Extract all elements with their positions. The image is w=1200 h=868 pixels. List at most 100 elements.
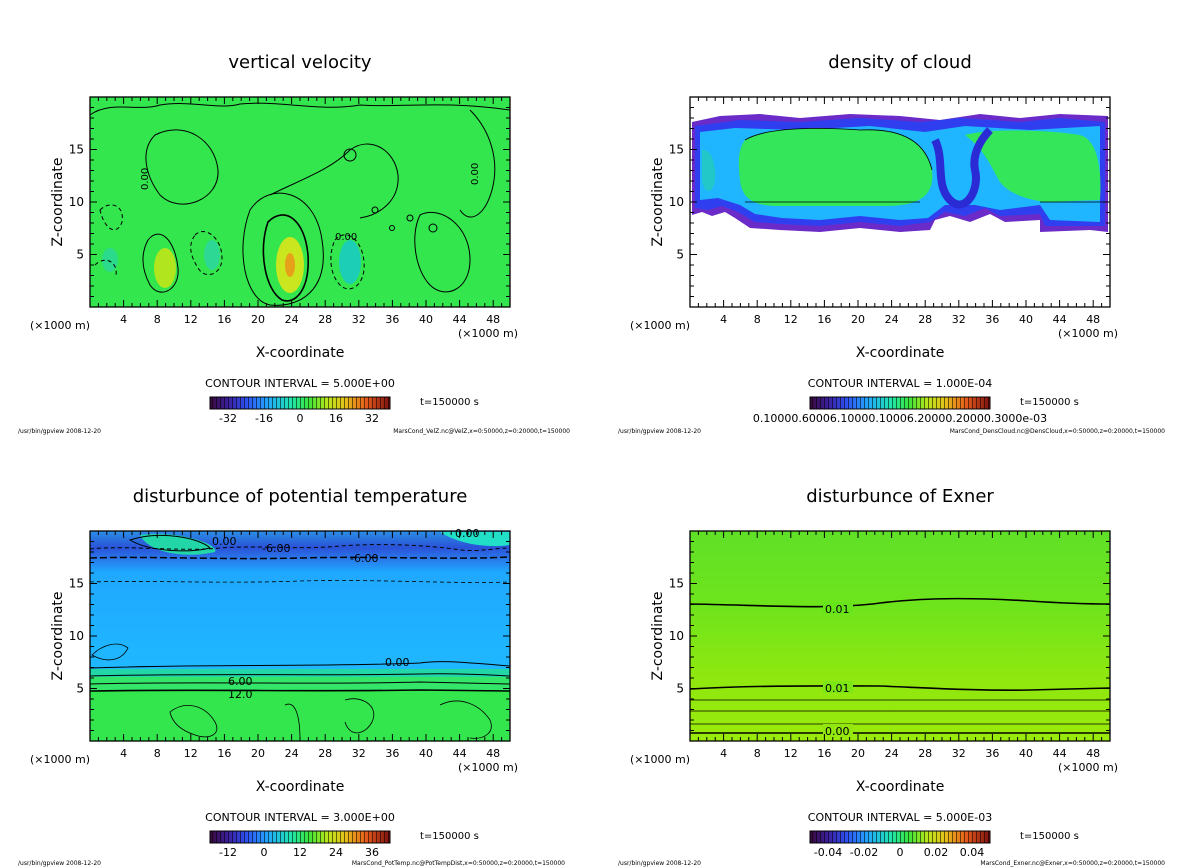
contour-line <box>89 689 511 692</box>
x-tick-label: 36 <box>385 313 399 326</box>
x-tick-label: 20 <box>251 313 265 326</box>
x-tick-label: 48 <box>486 747 500 760</box>
cloud-stream <box>931 127 993 209</box>
y-tick-label: 10 <box>69 629 84 643</box>
contour-line <box>89 556 511 560</box>
x-unit-label-left: (×1000 m) <box>630 319 690 332</box>
contour-line <box>330 234 365 290</box>
panel-exner: disturbunce of Exner 0.01 0.01 0.00 <box>689 486 1111 741</box>
contour-label: 0.00 <box>470 163 481 185</box>
y-tick-label: 5 <box>76 682 84 696</box>
y-tick-label: 15 <box>69 577 84 591</box>
colorbar-tick-label: 32 <box>365 412 379 425</box>
x-tick-label: 8 <box>754 747 761 760</box>
y-tick-label: 5 <box>76 248 84 262</box>
colorbar-tick-label: 36 <box>365 846 379 859</box>
y-tick-label: 10 <box>669 629 684 643</box>
x-tick-label: 40 <box>419 313 433 326</box>
contour-line <box>89 673 511 677</box>
heatmap-features: 0.00 0.00 -6.00 -6.00 0.00 6.00 12.0 <box>89 527 511 741</box>
colorbar-tick-label: 16 <box>329 412 343 425</box>
x-tick-label: 8 <box>154 313 161 326</box>
x-tick-label: 44 <box>1053 313 1067 326</box>
x-tick-label: 16 <box>817 747 831 760</box>
contour-interval: CONTOUR INTERVAL = 1.000E-04 <box>808 377 992 390</box>
x-tick-label: 32 <box>352 313 366 326</box>
footer-left: /usr/bin/gpview 2008-12-20 <box>618 860 701 867</box>
heatmap-features: 0.01 0.01 0.00 <box>689 597 1111 738</box>
y-tick-label: 10 <box>69 195 84 209</box>
contour-line <box>145 129 219 205</box>
x-tick-label: 28 <box>918 747 932 760</box>
contour-line <box>269 143 399 219</box>
x-tick-label: 24 <box>885 313 899 326</box>
footer-left: /usr/bin/gpview 2008-12-20 <box>618 428 701 435</box>
contour-blob <box>389 225 395 231</box>
colorbar-tick-label: 0 <box>297 412 304 425</box>
contour-blob <box>428 223 438 233</box>
colorbar-stripes <box>210 397 390 409</box>
x-tick-label: 12 <box>184 747 198 760</box>
x-tick-label: 20 <box>851 747 865 760</box>
colorbar-tick-label: -0.04 <box>814 846 842 859</box>
footer-right: MarsCond_DensCloud.nc@DensCloud,x=0:5000… <box>950 428 1165 435</box>
colorbar-stripes <box>810 397 990 409</box>
x-tick-label: 48 <box>1086 747 1100 760</box>
y-tick-label: 15 <box>669 577 684 591</box>
contour-line <box>89 681 511 685</box>
y-axis-label: Z-coordinate <box>650 157 666 246</box>
footer-left: /usr/bin/gpview 2008-12-20 <box>18 428 101 435</box>
plot-area <box>690 97 1110 307</box>
contour-label: 12.0 <box>228 688 253 701</box>
contour-blob <box>371 206 379 214</box>
x-tick-label: 48 <box>1086 313 1100 326</box>
panel-title: disturbunce of potential temperature <box>133 486 468 507</box>
x-tick-label: 24 <box>885 747 899 760</box>
contour-line <box>242 192 324 306</box>
cloud-body <box>702 149 716 192</box>
panel-title: disturbunce of Exner <box>806 486 994 507</box>
contour-label: 0.00 <box>385 656 410 669</box>
time-label: t=150000 s <box>1020 397 1079 408</box>
x-tick-label: 16 <box>817 313 831 326</box>
contour-line <box>744 127 933 171</box>
x-tick-label: 8 <box>754 313 761 326</box>
contour-label: 0.00 <box>140 168 151 190</box>
cloud-body <box>965 130 1101 202</box>
contour-label: 0.00 <box>455 527 480 540</box>
cloud-body <box>738 128 933 206</box>
contour-line <box>262 214 309 302</box>
x-tick-label: 28 <box>318 313 332 326</box>
x-tick-label: 40 <box>1019 747 1033 760</box>
x-tick-label: 24 <box>285 313 299 326</box>
contour-line <box>284 698 375 741</box>
plot-area: 0.00 0.00 -6.00 -6.00 0.00 6.00 12.0 <box>89 527 511 741</box>
colorbar-tick-label: -12 <box>219 846 237 859</box>
time-label: t=150000 s <box>420 831 479 842</box>
contour-line <box>190 231 223 276</box>
colorbar-tick-label: 24 <box>329 846 343 859</box>
downdraft-blob <box>339 240 361 284</box>
panel-potential-temperature: disturbunce of potential temperature <box>89 486 511 741</box>
colorbar-tick-label: -0.02 <box>850 846 878 859</box>
contour-line <box>89 661 511 669</box>
contour-interval: CONTOUR INTERVAL = 5.000E-03 <box>808 811 992 824</box>
x-tick-label: 16 <box>217 747 231 760</box>
contour-line <box>89 544 511 552</box>
x-tick-label: 32 <box>952 313 966 326</box>
contour-interval: CONTOUR INTERVAL = 5.000E+00 <box>205 377 395 390</box>
x-tick-label: 24 <box>285 747 299 760</box>
x-tick-label: 32 <box>352 747 366 760</box>
contour-line <box>689 685 1111 691</box>
contour-label: 0.00 <box>825 725 850 738</box>
y-tick-label: 5 <box>676 682 684 696</box>
contour-line <box>94 259 117 276</box>
heatmap-features <box>692 114 1108 232</box>
x-tick-label: 36 <box>985 747 999 760</box>
contour-line <box>689 597 1111 608</box>
y-axis-label: Z-coordinate <box>50 591 66 680</box>
contour-label-bg <box>823 602 853 614</box>
panel-title: vertical velocity <box>228 52 372 73</box>
x-tick-label: 20 <box>851 313 865 326</box>
x-tick-label: 8 <box>154 747 161 760</box>
